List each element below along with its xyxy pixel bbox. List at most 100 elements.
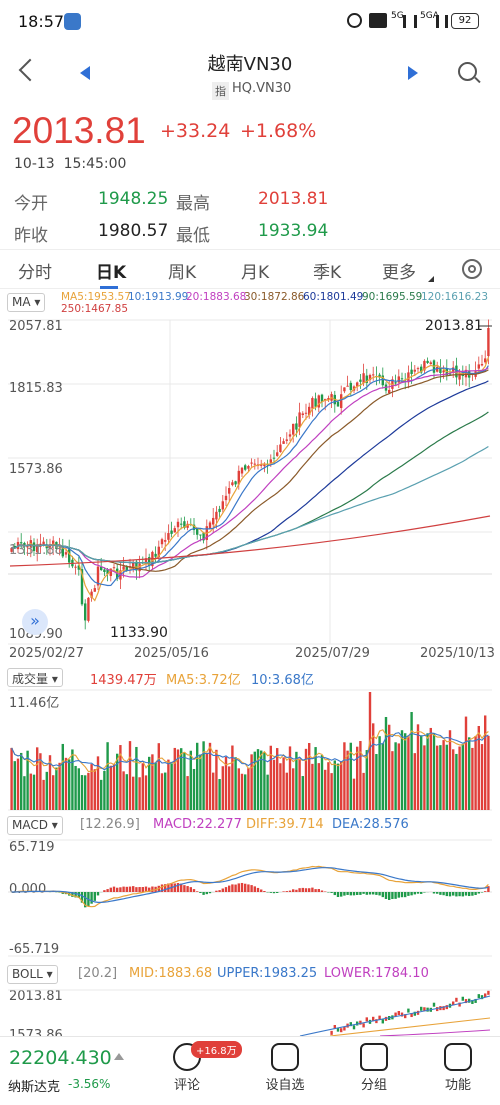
volume-bar <box>180 748 183 810</box>
volume-bar <box>301 776 304 810</box>
volume-bar <box>285 772 288 810</box>
volume-bar <box>298 758 301 810</box>
macd-bar <box>186 886 189 892</box>
volume-bar <box>55 767 58 810</box>
macd-bar <box>384 892 388 899</box>
ma-line-90 <box>11 411 489 564</box>
status-bar: 18:57 5G 5GA 92 <box>0 0 500 42</box>
candle-body <box>301 413 304 416</box>
boll-candle <box>471 999 474 1004</box>
high-label: 最高 <box>176 194 210 214</box>
volume-bar <box>365 750 368 810</box>
macd-lines <box>11 865 489 908</box>
volume-bar <box>320 755 324 810</box>
volume-bar <box>196 742 199 810</box>
kline-chart[interactable] <box>0 316 500 646</box>
macd-bar <box>464 892 468 896</box>
boll-candle <box>336 1027 340 1032</box>
volume-bar <box>394 742 397 810</box>
candle-body <box>77 565 80 570</box>
volume-bar <box>349 742 352 810</box>
candle-body <box>42 541 45 546</box>
tab-quarterly-k[interactable]: 季K <box>313 263 342 283</box>
candle-body <box>407 372 410 383</box>
volume-bar <box>308 743 311 810</box>
volume-bar <box>407 735 410 810</box>
volume-bar <box>327 762 330 810</box>
volume-bar <box>61 743 64 810</box>
volume-bar <box>397 743 400 810</box>
volume-bar <box>288 746 292 810</box>
group-button[interactable]: 分组 <box>344 1043 404 1093</box>
volume-bar <box>87 772 90 810</box>
volume-bar <box>474 735 477 810</box>
macd-bar <box>432 892 436 894</box>
more-dropdown-icon <box>428 276 434 282</box>
candle-body <box>298 412 301 428</box>
volume-bar <box>32 774 36 810</box>
boll-candle <box>394 1012 397 1017</box>
boll-candle <box>461 996 464 1001</box>
search-icon[interactable] <box>458 62 477 81</box>
volume-bar <box>157 743 160 810</box>
prev-close-value: 1980.57 <box>98 221 169 241</box>
candle-body <box>224 495 228 501</box>
volume-bar <box>64 757 68 810</box>
expand-chart-icon[interactable]: » <box>22 609 48 635</box>
macd-bar <box>317 889 320 892</box>
volume-bar <box>266 774 269 810</box>
network-5ga: 5GA <box>420 11 439 21</box>
macd-bar <box>343 892 346 896</box>
boll-upper-line <box>299 995 491 1036</box>
boll-params: [20.2] <box>78 966 118 981</box>
macd-bar <box>301 887 304 892</box>
macd-bar <box>400 892 404 898</box>
ticker-index-value[interactable]: 22204.430 <box>9 1047 112 1069</box>
volume-bar <box>20 752 23 810</box>
volume-bar <box>362 772 365 810</box>
boll-selector[interactable]: BOLL ▾ <box>7 965 58 984</box>
volume-bar <box>176 749 180 810</box>
volume-bar <box>135 746 138 810</box>
macd-bar <box>445 892 448 897</box>
macd-selector[interactable]: MACD ▾ <box>7 816 63 835</box>
chart-settings-icon[interactable] <box>462 259 482 279</box>
tab-daily-k[interactable]: 日K <box>96 263 127 283</box>
prev-stock-icon[interactable] <box>80 66 90 80</box>
volume-selector[interactable]: 成交量 ▾ <box>7 668 63 687</box>
boll-candle <box>442 1006 445 1011</box>
macd-bar <box>263 890 266 892</box>
boll-chart[interactable] <box>0 988 500 1036</box>
boll-candle <box>474 998 477 1003</box>
candle-body <box>250 462 253 464</box>
candle-body <box>48 546 52 548</box>
volume-bar <box>455 753 458 810</box>
y-label-2: 1815.83 <box>9 381 63 396</box>
macd-chart[interactable] <box>0 838 500 958</box>
macd-bar <box>455 892 458 897</box>
function-button[interactable]: 功能 <box>428 1043 488 1093</box>
candle-body <box>426 360 429 363</box>
volume-bar <box>151 754 154 810</box>
add-watchlist-button[interactable]: 设自选 <box>255 1043 315 1093</box>
next-stock-icon[interactable] <box>408 66 418 80</box>
tab-weekly-k[interactable]: 周K <box>168 263 197 283</box>
candle-body <box>304 412 308 414</box>
boll-candle <box>420 1006 423 1011</box>
macd-bar <box>128 886 132 892</box>
tab-intraday[interactable]: 分时 <box>18 263 52 283</box>
tab-more[interactable]: 更多 <box>382 263 416 283</box>
y-label-4: 1331.88 <box>9 543 63 558</box>
volume-bar <box>480 744 484 810</box>
ma-selector[interactable]: MA ▾ <box>7 293 46 312</box>
macd-bar <box>109 887 112 892</box>
boll-lower: LOWER:1784.10 <box>324 966 429 981</box>
macd-bar <box>477 892 480 894</box>
network-5g: 5G <box>391 11 404 21</box>
tab-monthly-k[interactable]: 月K <box>241 263 270 283</box>
candle-body <box>397 376 400 383</box>
volume-bar <box>125 774 128 810</box>
candle-body <box>173 528 176 533</box>
volume-chart[interactable] <box>0 688 500 812</box>
macd-bar <box>164 884 167 892</box>
